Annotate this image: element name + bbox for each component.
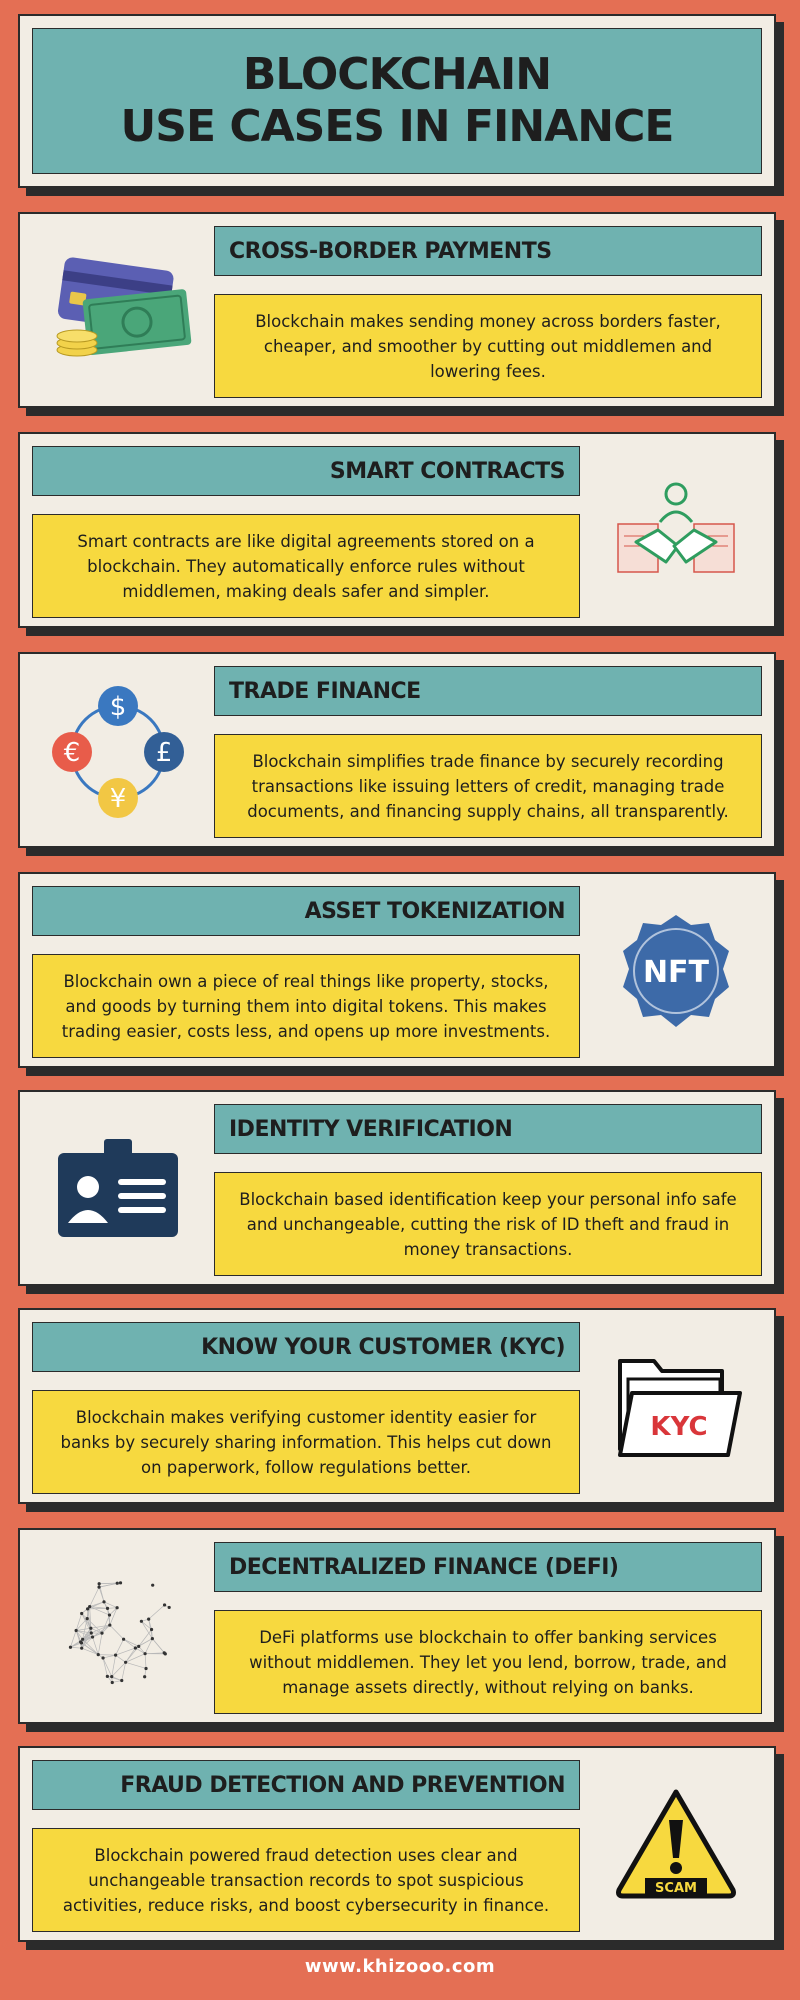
card-title: DECENTRALIZED FINANCE (DEFI) (214, 1542, 762, 1592)
svg-text:£: £ (156, 738, 173, 768)
card-fraud-detection: FRAUD DETECTION AND PREVENTION Blockchai… (18, 1746, 776, 1942)
kyc-label: KYC (650, 1412, 707, 1442)
card-description: Smart contracts are like digital agreeme… (32, 514, 580, 618)
card-title: KNOW YOUR CUSTOMER (KYC) (32, 1322, 580, 1372)
header-title-box: BLOCKCHAIN USE CASES IN FINANCE (32, 28, 762, 174)
card-title: TRADE FINANCE (214, 666, 762, 716)
card-description: Blockchain simplifies trade finance by s… (214, 734, 762, 838)
card-description: DeFi platforms use blockchain to offer b… (214, 1610, 762, 1714)
card-description: Blockchain based identification keep you… (214, 1172, 762, 1276)
card-description: Blockchain makes sending money across bo… (214, 294, 762, 398)
title-line-2: USE CASES IN FINANCE (120, 101, 675, 152)
card-trade-finance: $ £ ¥ € TRADE FINANCE Blockchain simplif… (18, 652, 776, 848)
card-title: FRAUD DETECTION AND PREVENTION (32, 1760, 580, 1810)
page-title: BLOCKCHAIN USE CASES IN FINANCE (120, 49, 675, 153)
card-title: ASSET TOKENIZATION (32, 886, 580, 936)
card-title: IDENTITY VERIFICATION (214, 1104, 762, 1154)
payment-cards-cash-icon (38, 244, 198, 380)
handshake-contract-icon (596, 464, 756, 600)
card-description: Blockchain powered fraud detection uses … (32, 1828, 580, 1932)
svg-text:¥: ¥ (110, 784, 127, 814)
card-identity-verification: IDENTITY VERIFICATION Blockchain based i… (18, 1090, 776, 1286)
card-title: CROSS-BORDER PAYMENTS (214, 226, 762, 276)
card-cross-border-payments: CROSS-BORDER PAYMENTS Blockchain makes s… (18, 212, 776, 408)
id-card-icon (38, 1122, 198, 1258)
header-panel: BLOCKCHAIN USE CASES IN FINANCE (18, 14, 776, 188)
card-asset-tokenization: ASSET TOKENIZATION Blockchain own a piec… (18, 872, 776, 1068)
svg-text:€: € (64, 738, 81, 768)
kyc-folder-icon: KYC (596, 1340, 756, 1476)
card-decentralized-finance: DECENTRALIZED FINANCE (DEFI) DeFi platfo… (18, 1528, 776, 1724)
network-globe-icon (38, 1560, 198, 1696)
card-smart-contracts: SMART CONTRACTS Smart contracts are like… (18, 432, 776, 628)
footer-url[interactable]: www.khizooo.com (304, 1956, 496, 1977)
scam-warning-icon: SCAM (596, 1778, 756, 1914)
card-know-your-customer: KNOW YOUR CUSTOMER (KYC) Blockchain make… (18, 1308, 776, 1504)
title-line-1: BLOCKCHAIN (242, 49, 552, 100)
nft-label: NFT (643, 955, 710, 990)
nft-badge-icon: NFT (596, 904, 756, 1040)
scam-label: SCAM (655, 1881, 697, 1896)
card-title: SMART CONTRACTS (32, 446, 580, 496)
svg-text:$: $ (110, 692, 127, 722)
currency-cycle-icon: $ £ ¥ € (38, 684, 198, 820)
card-description: Blockchain makes verifying customer iden… (32, 1390, 580, 1494)
card-description: Blockchain own a piece of real things li… (32, 954, 580, 1058)
